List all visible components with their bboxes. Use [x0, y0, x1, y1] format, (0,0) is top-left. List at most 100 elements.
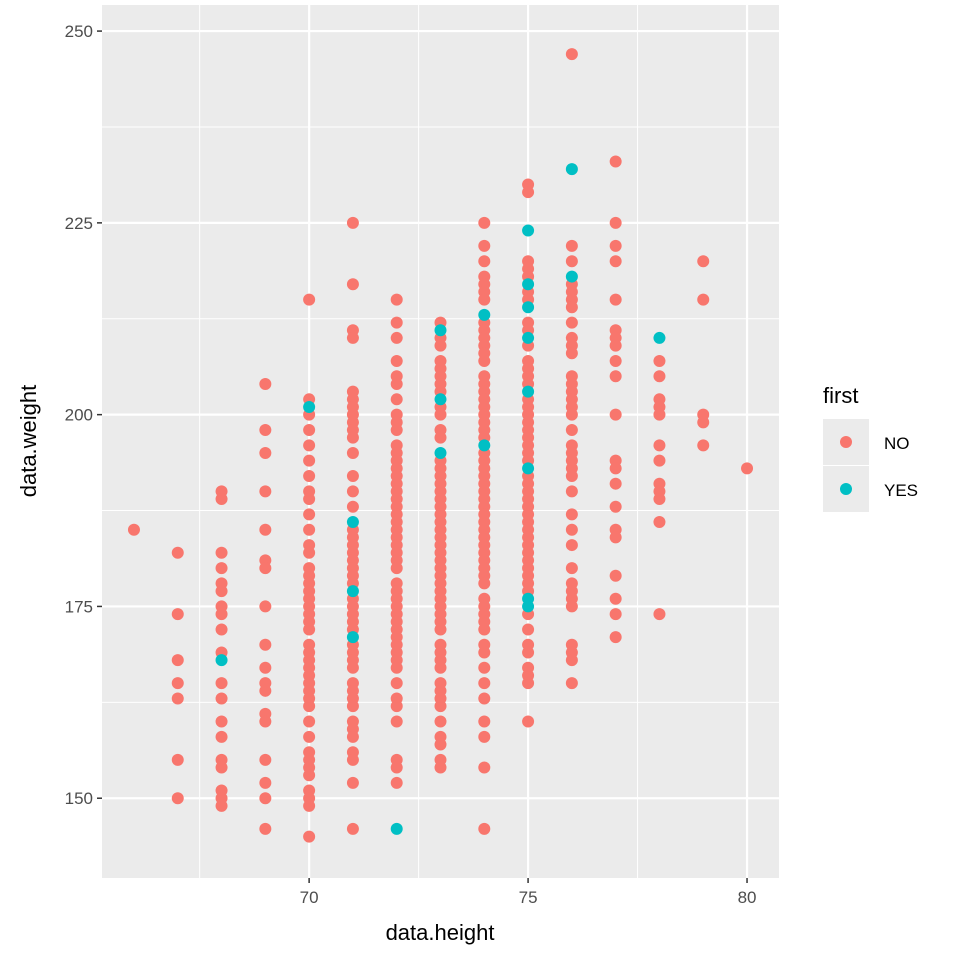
point-no	[565, 677, 578, 690]
point-no	[390, 293, 403, 306]
point-no	[653, 454, 666, 467]
point-no	[741, 462, 754, 475]
point-no	[609, 477, 622, 490]
point-no	[478, 577, 491, 590]
point-no	[259, 447, 272, 460]
legend-point-yes	[840, 483, 852, 495]
point-no	[609, 370, 622, 383]
point-no	[303, 830, 316, 843]
point-yes	[522, 385, 535, 398]
point-no	[303, 508, 316, 521]
point-no	[434, 700, 447, 713]
point-no	[215, 715, 228, 728]
point-no	[259, 485, 272, 498]
point-no	[653, 608, 666, 621]
point-no	[215, 546, 228, 559]
point-no	[653, 439, 666, 452]
point-no	[609, 216, 622, 229]
point-no	[303, 799, 316, 812]
point-no	[390, 393, 403, 406]
point-no	[215, 677, 228, 690]
point-no	[346, 500, 359, 513]
point-no	[565, 562, 578, 575]
point-yes	[522, 331, 535, 344]
point-no	[478, 761, 491, 774]
point-no	[565, 408, 578, 421]
legend-label-no: NO	[884, 434, 910, 453]
point-no	[390, 377, 403, 390]
point-no	[609, 500, 622, 513]
point-no	[303, 470, 316, 483]
point-no	[346, 822, 359, 835]
point-yes	[346, 585, 359, 598]
point-yes	[565, 163, 578, 176]
point-no	[259, 684, 272, 697]
point-no	[478, 646, 491, 659]
point-no	[434, 431, 447, 444]
point-no	[565, 423, 578, 436]
point-no	[478, 239, 491, 252]
point-yes	[522, 301, 535, 314]
point-no	[565, 301, 578, 314]
y-axis-ticks: 150 175 200 225 250	[65, 22, 102, 808]
points	[127, 48, 754, 843]
point-no	[609, 462, 622, 475]
point-no	[478, 692, 491, 705]
point-yes	[346, 516, 359, 529]
point-no	[609, 592, 622, 605]
point-no	[434, 761, 447, 774]
point-yes	[522, 462, 535, 475]
point-no	[171, 692, 184, 705]
point-no	[303, 454, 316, 467]
point-no	[522, 186, 535, 199]
x-tick-label: 70	[300, 888, 319, 907]
point-no	[609, 354, 622, 367]
point-no	[390, 677, 403, 690]
point-no	[565, 523, 578, 536]
point-no	[259, 523, 272, 536]
point-no	[259, 753, 272, 766]
point-no	[303, 700, 316, 713]
point-no	[303, 715, 316, 728]
point-no	[303, 439, 316, 452]
point-no	[303, 523, 316, 536]
point-yes	[478, 308, 491, 321]
point-no	[259, 423, 272, 436]
point-yes	[522, 600, 535, 613]
point-no	[609, 239, 622, 252]
point-no	[434, 339, 447, 352]
point-no	[478, 661, 491, 674]
point-no	[390, 776, 403, 789]
point-no	[478, 715, 491, 728]
point-no	[390, 331, 403, 344]
point-no	[434, 623, 447, 636]
point-no	[609, 155, 622, 168]
point-no	[390, 354, 403, 367]
point-no	[565, 485, 578, 498]
y-tick-label: 150	[65, 789, 93, 808]
y-tick-label: 175	[65, 597, 93, 616]
point-no	[434, 661, 447, 674]
point-yes	[522, 224, 535, 237]
point-no	[346, 753, 359, 766]
point-yes	[653, 331, 666, 344]
point-no	[171, 753, 184, 766]
point-yes	[390, 822, 403, 835]
y-tick-label: 200	[65, 406, 93, 425]
point-no	[522, 623, 535, 636]
x-axis-ticks: 70 75 80	[300, 878, 756, 907]
point-no	[434, 715, 447, 728]
point-no	[522, 677, 535, 690]
point-no	[390, 661, 403, 674]
point-no	[565, 316, 578, 329]
point-no	[171, 654, 184, 667]
point-no	[346, 216, 359, 229]
point-no	[478, 255, 491, 268]
point-no	[215, 799, 228, 812]
point-no	[565, 470, 578, 483]
point-no	[171, 608, 184, 621]
point-no	[697, 439, 710, 452]
point-no	[390, 715, 403, 728]
point-no	[215, 761, 228, 774]
